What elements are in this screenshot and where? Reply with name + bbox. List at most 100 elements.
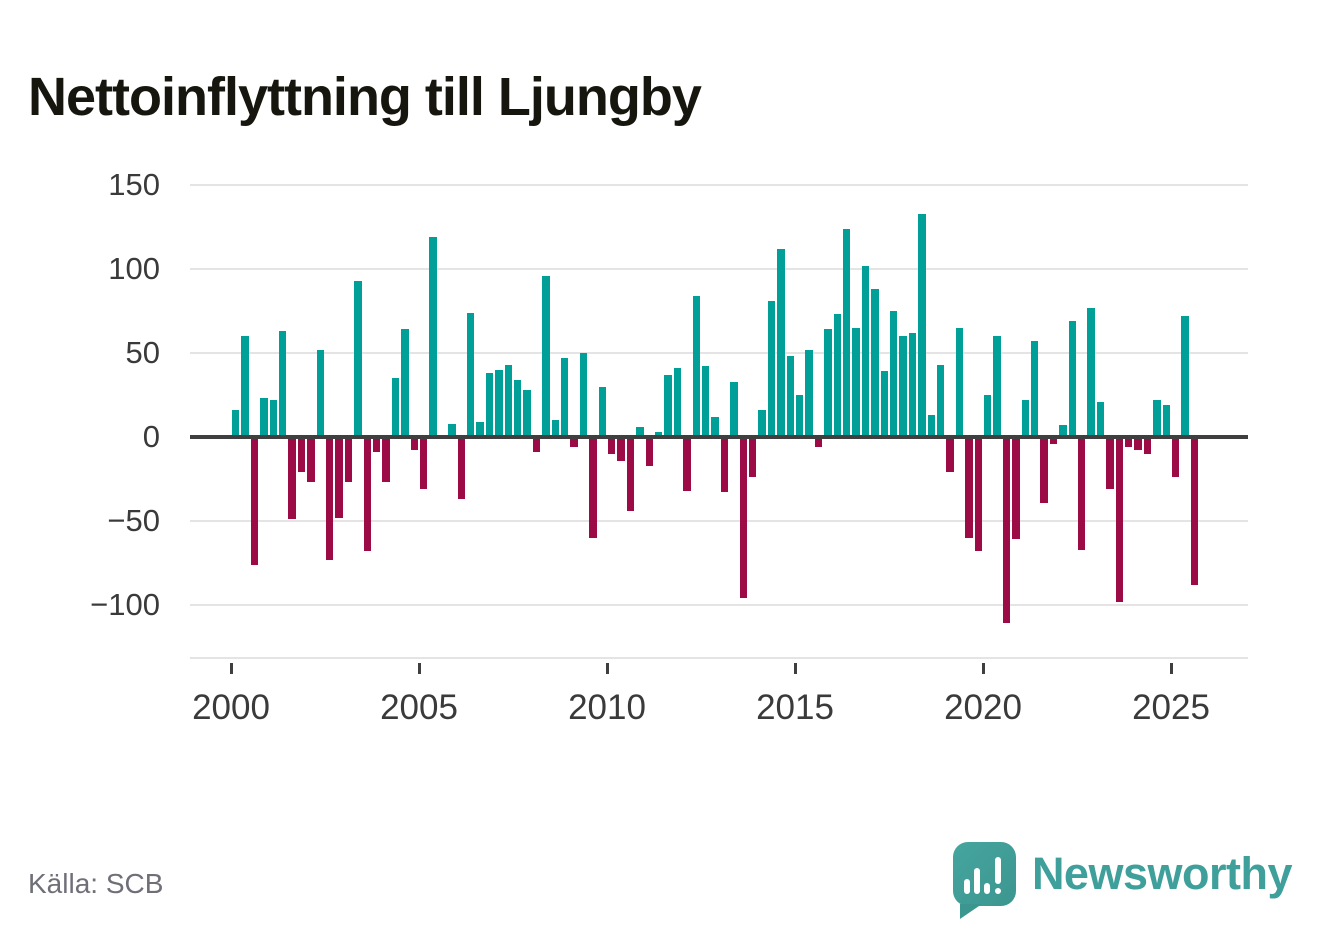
bar-negative xyxy=(1190,437,1199,585)
bar-positive xyxy=(476,421,484,437)
bar-negative xyxy=(372,437,381,453)
bar-negative xyxy=(683,437,691,491)
bar-negative xyxy=(1002,437,1011,624)
bar-positive xyxy=(429,237,437,437)
x-axis-tick-mark xyxy=(229,663,233,674)
bar-positive xyxy=(354,280,362,437)
bar-negative xyxy=(965,437,973,538)
gridline xyxy=(190,604,1248,606)
bar-negative xyxy=(410,437,419,451)
bar-positive xyxy=(692,295,701,437)
y-axis-tick-label: −50 xyxy=(107,503,160,538)
bar-negative xyxy=(974,437,983,552)
bar-positive xyxy=(1162,405,1171,437)
bar-positive xyxy=(542,275,550,437)
bar-positive xyxy=(316,349,325,437)
bar-positive xyxy=(730,381,738,437)
bar-positive xyxy=(936,364,945,437)
bar-positive xyxy=(918,213,926,437)
bar-positive xyxy=(495,369,503,437)
bar-negative xyxy=(1143,437,1152,454)
bar-negative xyxy=(1049,437,1058,444)
gridline xyxy=(190,268,1248,270)
bar-positive xyxy=(278,331,287,437)
newsworthy-wordmark: Newsworthy xyxy=(1031,848,1293,899)
gridline xyxy=(190,520,1248,522)
bar-positive xyxy=(485,373,494,437)
bar-positive xyxy=(842,228,851,437)
bar-positive xyxy=(1021,400,1030,437)
bar-negative xyxy=(457,437,466,500)
bar-negative xyxy=(1077,437,1086,550)
x-axis-tick-label: 2000 xyxy=(192,688,270,727)
bar-negative xyxy=(532,437,541,453)
bar-positive xyxy=(579,353,588,437)
gridline xyxy=(190,184,1248,186)
bar-positive xyxy=(795,395,804,437)
bar-negative xyxy=(645,437,654,466)
bar-positive xyxy=(1181,316,1189,437)
bar-positive xyxy=(993,336,1001,437)
bar-positive xyxy=(908,332,917,437)
bar-positive xyxy=(824,329,832,437)
bar-positive xyxy=(636,426,644,437)
bar-negative xyxy=(607,437,616,454)
bar-positive xyxy=(1030,341,1039,437)
bar-negative xyxy=(739,437,748,599)
bar-positive xyxy=(231,410,240,437)
bar-positive xyxy=(786,356,795,437)
x-axis-tick-mark xyxy=(793,663,797,674)
bar-positive xyxy=(269,400,278,437)
x-axis-tick-mark xyxy=(1169,663,1173,674)
bar-negative xyxy=(335,437,343,518)
source-caption: Källa: SCB xyxy=(28,868,164,899)
bar-positive xyxy=(1059,425,1067,437)
bar-positive xyxy=(260,398,268,437)
bar-positive xyxy=(711,416,719,437)
bar-negative xyxy=(1171,437,1180,478)
bar-positive xyxy=(1153,400,1161,437)
bar-positive xyxy=(805,349,813,437)
bar-negative xyxy=(1040,437,1048,503)
bar-negative xyxy=(363,437,372,552)
bar-positive xyxy=(504,364,513,437)
page-title: Nettoinflyttning till Ljungby xyxy=(28,67,702,128)
bar-positive xyxy=(955,327,964,437)
y-axis-tick-label: 150 xyxy=(108,167,160,202)
bar-positive xyxy=(448,423,456,437)
bar-positive xyxy=(889,311,898,437)
bar-positive xyxy=(777,248,785,437)
bar-positive xyxy=(401,329,409,437)
bar-positive xyxy=(560,358,569,437)
bar-positive xyxy=(861,265,870,437)
bar-negative xyxy=(250,437,259,565)
bar-positive xyxy=(654,431,663,437)
bar-negative xyxy=(1134,437,1142,451)
x-axis-tick-label: 2010 xyxy=(568,688,646,727)
bar-negative xyxy=(720,437,729,493)
bar-positive xyxy=(983,395,992,437)
x-axis-tick-mark xyxy=(417,663,421,674)
bar-negative xyxy=(1115,437,1124,602)
x-axis-tick-mark xyxy=(981,663,985,674)
bar-positive xyxy=(673,368,682,437)
x-axis-zero-line xyxy=(190,435,1248,439)
bar-positive xyxy=(833,314,842,437)
bar-positive xyxy=(466,312,475,437)
x-axis-tick-label: 2020 xyxy=(944,688,1022,727)
bar-positive xyxy=(598,386,607,437)
bar-positive xyxy=(701,366,710,437)
x-axis-tick-label: 2015 xyxy=(756,688,834,727)
bar-negative xyxy=(814,437,823,448)
bar-negative xyxy=(419,437,428,490)
bar-positive xyxy=(852,327,860,437)
bar-negative xyxy=(307,437,315,483)
bar-positive xyxy=(513,379,522,437)
x-axis-tick-mark xyxy=(605,663,609,674)
bar-negative xyxy=(1012,437,1020,540)
bar-negative xyxy=(297,437,306,473)
bar-negative xyxy=(626,437,635,511)
newsworthy-speech-bubble-chart-icon xyxy=(952,842,1016,919)
plot-bottom-border xyxy=(190,657,1248,659)
